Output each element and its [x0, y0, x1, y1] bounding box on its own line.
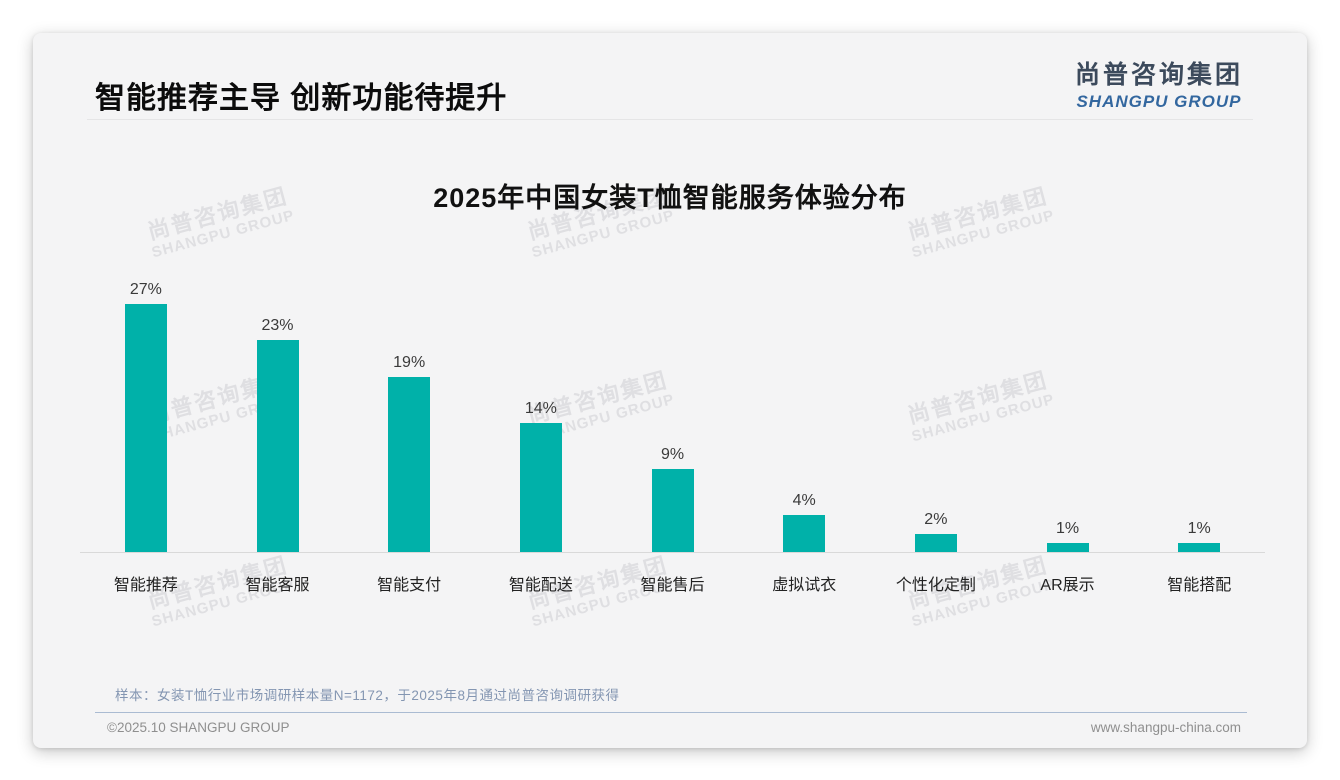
sample-footnote: 样本：女装T恤行业市场调研样本量N=1172，于2025年8月通过尚普咨询调研获…: [115, 688, 620, 703]
bar: [519, 423, 562, 552]
company-logo: 尚普咨询集团 SHANGPU GROUP: [1075, 55, 1243, 112]
category-label: 智能搭配: [1167, 577, 1232, 594]
bar-column: 14%: [475, 253, 607, 552]
bar: [783, 515, 826, 552]
bar-chart-plot-area: 27% 23% 19% 14% 9% 4% 2% 1% 1%: [80, 253, 1265, 553]
category-label: 个性化定制: [895, 577, 976, 594]
bar: [388, 377, 431, 552]
x-axis-category-labels: 智能推荐 智能客服 智能支付 智能配送 智能售后 虚拟试衣 个性化定制 AR展示 智能搭配: [80, 554, 1265, 595]
bar-value-label: 23%: [261, 317, 294, 335]
bar-column: 23%: [212, 253, 344, 552]
category-label: 虚拟试衣: [772, 577, 837, 594]
page-title: 智能推荐主导 创新功能待提升: [95, 82, 508, 115]
bar-column: 1%: [1133, 253, 1265, 552]
category-label: 智能推荐: [113, 577, 178, 594]
bar-value-label: 14%: [524, 400, 557, 418]
bar-value-label: 2%: [924, 510, 948, 528]
bar-value-label: 19%: [393, 354, 426, 372]
bar-column: 4%: [738, 253, 870, 552]
bar-column: 2%: [870, 253, 1002, 552]
bar: [124, 303, 167, 552]
website-url: www.shangpu-china.com: [1090, 720, 1241, 735]
bar: [256, 340, 299, 552]
bar-value-label: 4%: [792, 492, 816, 510]
bar: [914, 533, 957, 552]
bar: [1178, 542, 1221, 552]
logo-chinese-text: 尚普咨询集团: [1074, 61, 1243, 89]
bar-value-label: 1%: [1055, 519, 1080, 537]
footer: ©2025.10 SHANGPU GROUP www.shangpu-china…: [107, 720, 1241, 735]
category-label: AR展示: [1040, 577, 1095, 594]
bar: [651, 469, 694, 552]
bar-column: 27%: [80, 253, 212, 552]
logo-english-text: SHANGPU GROUP: [1076, 92, 1242, 111]
bar-column: 1%: [1002, 253, 1134, 552]
bar-value-label: 27%: [129, 280, 162, 298]
bar-value-label: 9%: [660, 446, 685, 464]
category-label: 智能客服: [245, 577, 310, 594]
footer-divider: [95, 712, 1247, 713]
copyright-text: ©2025.10 SHANGPU GROUP: [107, 720, 290, 735]
category-label: 智能配送: [508, 577, 573, 594]
category-label: 智能支付: [377, 577, 442, 594]
bar-column: 19%: [343, 253, 475, 552]
bar: [1046, 542, 1089, 552]
chart-title: 2025年中国女装T恤智能服务体验分布: [433, 183, 907, 213]
header-divider: [87, 119, 1253, 120]
bar-value-label: 1%: [1187, 519, 1211, 537]
category-label: 智能售后: [640, 577, 705, 594]
bar-column: 9%: [607, 253, 739, 552]
slide-card: 尚普咨询集团 SHANGPU GROUP 尚普咨询集团 SHANGPU GROUP 尚普…: [33, 33, 1307, 748]
